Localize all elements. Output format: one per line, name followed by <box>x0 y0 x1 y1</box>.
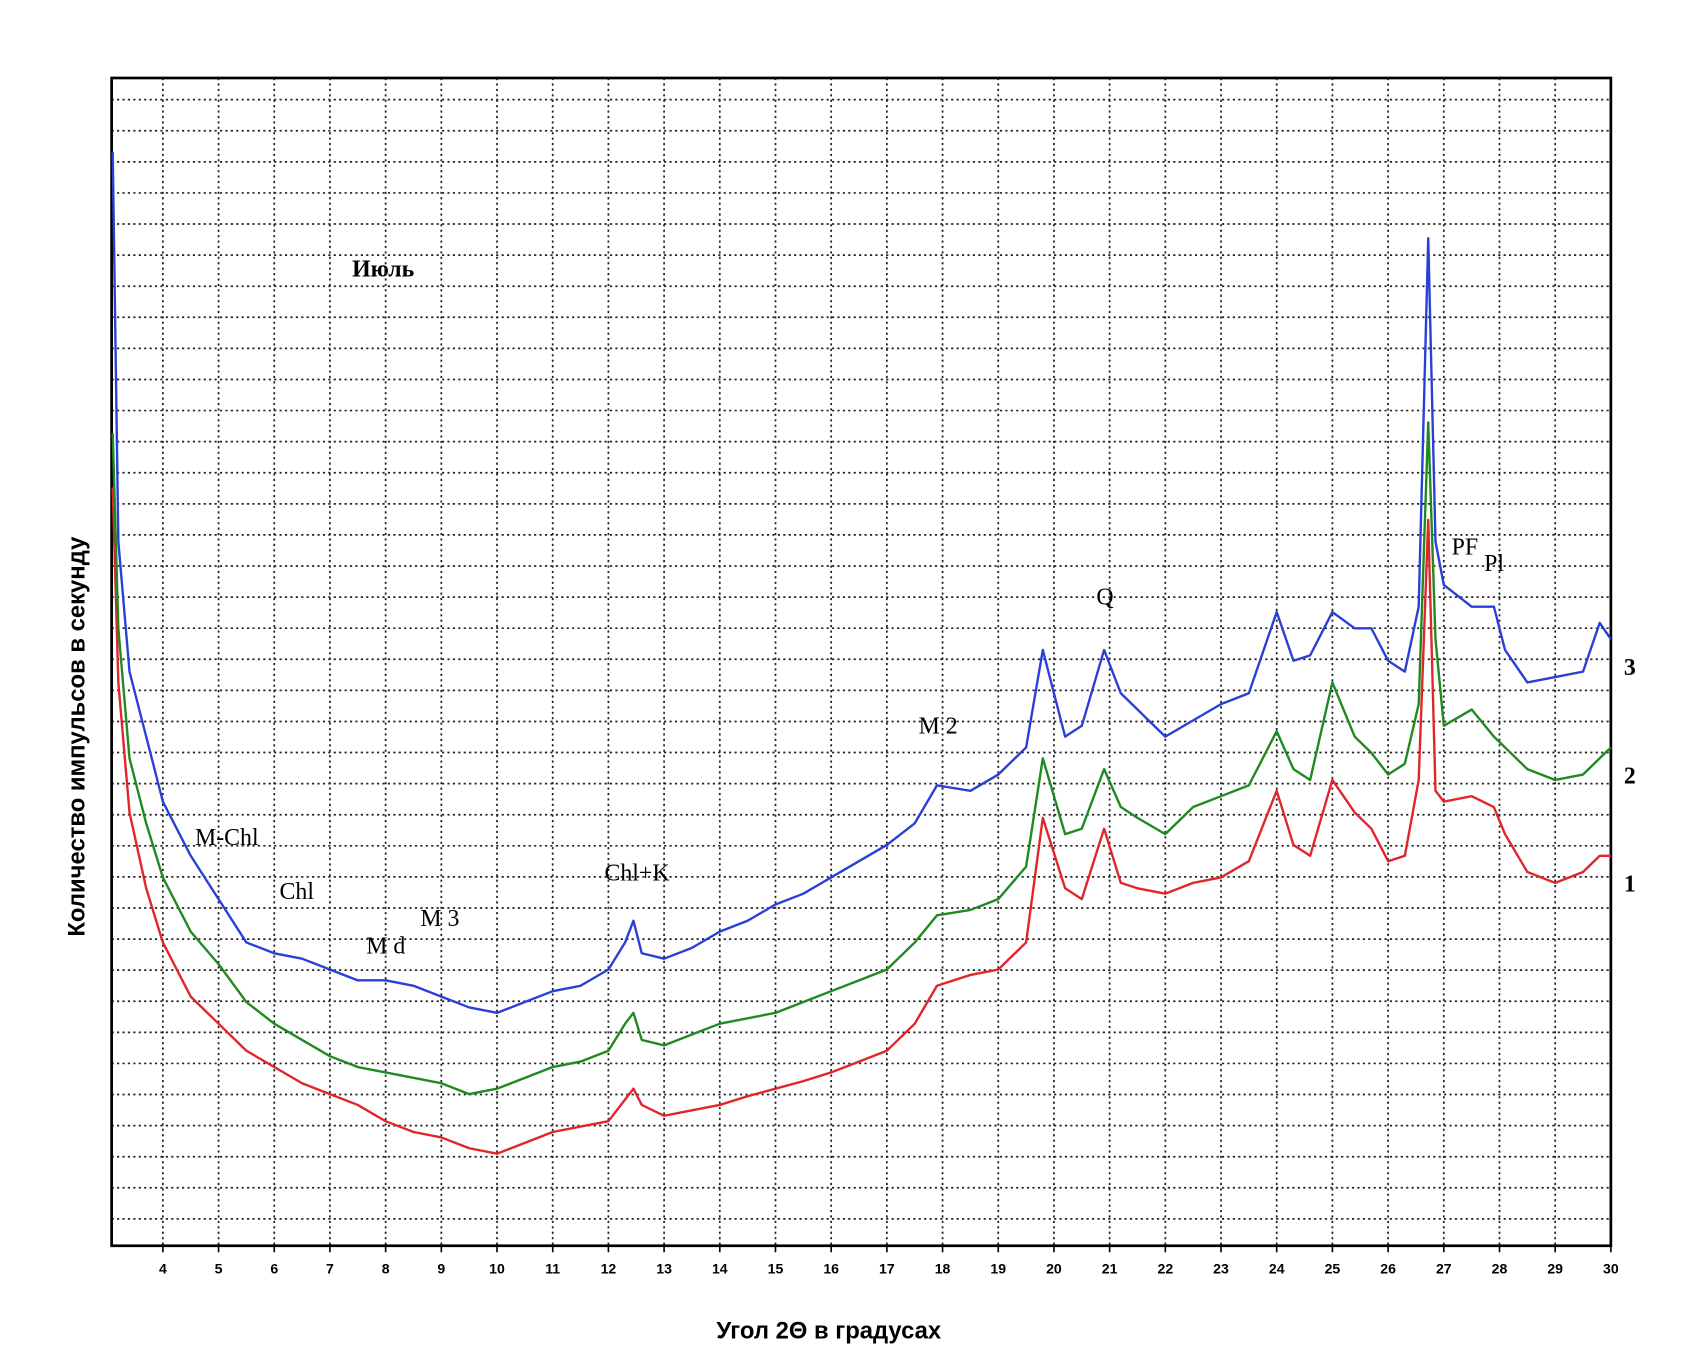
series-label: 3 <box>1624 655 1636 681</box>
series-label: 1 <box>1624 872 1636 898</box>
x-tick-label: 5 <box>215 1260 223 1276</box>
x-tick-label: 11 <box>545 1260 560 1276</box>
x-tick-label: 25 <box>1325 1260 1341 1276</box>
series-line <box>111 151 1612 1015</box>
x-tick-label: 23 <box>1213 1260 1229 1276</box>
x-tick-label: 15 <box>768 1260 784 1276</box>
x-tick-label: 13 <box>656 1260 672 1276</box>
x-tick-label: 14 <box>712 1260 728 1276</box>
annotation: M d <box>366 933 405 959</box>
x-axis-title: Угол 2Θ в градусах <box>716 1318 942 1345</box>
x-tick-label: 27 <box>1436 1260 1452 1276</box>
annotation: M-Chl <box>195 825 259 851</box>
annotation: Chl+K <box>605 861 670 887</box>
series-line <box>111 421 1612 1096</box>
series-line <box>111 487 1611 1155</box>
plot-frame <box>110 76 1613 1248</box>
x-tick-label: 21 <box>1102 1260 1118 1276</box>
x-tick-label: 4 <box>159 1260 167 1276</box>
x-tick-label: 10 <box>489 1260 505 1276</box>
annotation: Pl <box>1484 551 1504 577</box>
x-tick-label: 26 <box>1380 1260 1396 1276</box>
y-axis-title: Количество импульсов в секунду <box>63 536 90 937</box>
annotation: Chl <box>280 879 315 905</box>
x-tick-label: 22 <box>1157 1260 1173 1276</box>
x-tick-label: 9 <box>437 1260 445 1276</box>
x-tick-label: 19 <box>990 1260 1006 1276</box>
x-tick-label: 20 <box>1046 1260 1062 1276</box>
x-tick-label: 12 <box>601 1260 617 1276</box>
annotation: Q <box>1096 585 1113 611</box>
x-tick-label: 8 <box>382 1260 390 1276</box>
x-tick-label: 16 <box>823 1260 839 1276</box>
x-tick-label: 28 <box>1492 1260 1508 1276</box>
x-tick-label: 7 <box>326 1260 334 1276</box>
series-label: 2 <box>1624 763 1636 789</box>
annotation: PF <box>1452 535 1479 561</box>
x-tick-label: 6 <box>270 1260 278 1276</box>
annotation: M 3 <box>420 906 459 932</box>
x-tick-label: 29 <box>1547 1260 1563 1276</box>
x-tick-label: 18 <box>935 1260 951 1276</box>
annotation: M 2 <box>919 713 958 739</box>
chart-title: Июль <box>352 256 415 282</box>
x-tick-label: 17 <box>879 1260 895 1276</box>
x-tick-label: 24 <box>1269 1260 1285 1276</box>
x-tick-label: 30 <box>1603 1260 1619 1276</box>
